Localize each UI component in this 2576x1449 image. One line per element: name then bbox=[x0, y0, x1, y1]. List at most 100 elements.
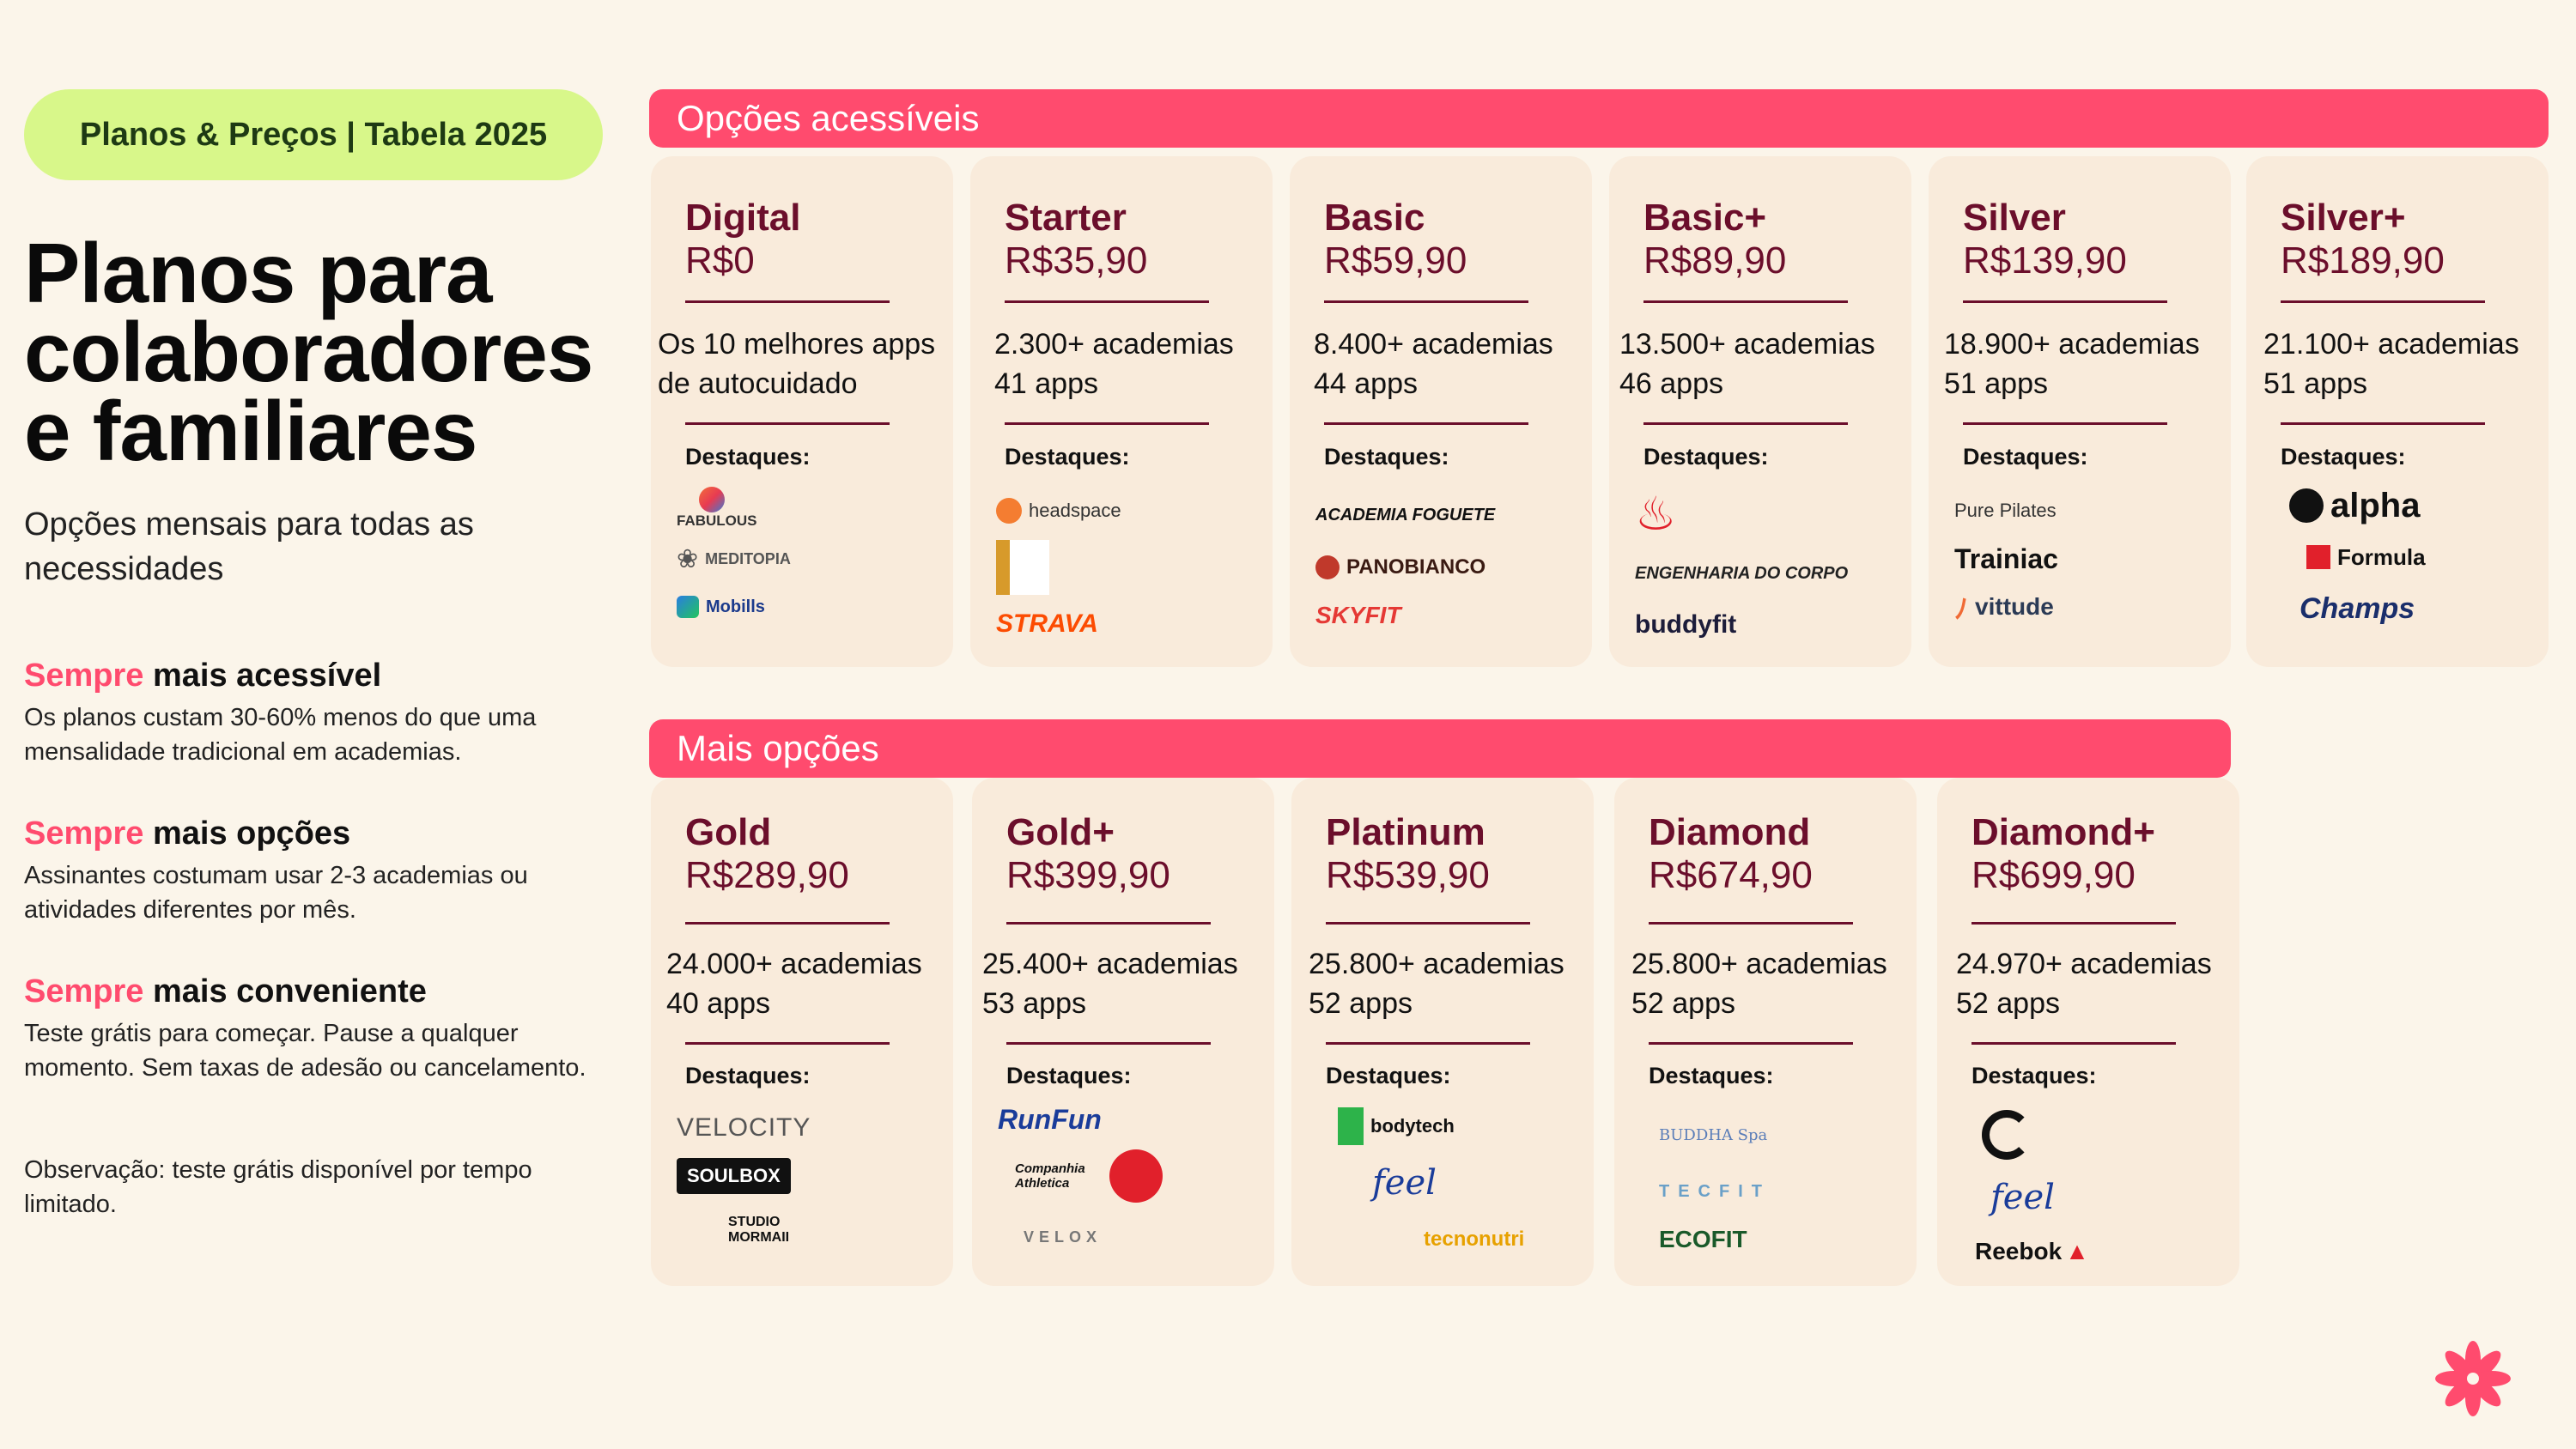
benefit-options: Sempre mais opções Assinantes costumam u… bbox=[24, 812, 608, 927]
strava-logo: STRAVA bbox=[996, 609, 1098, 638]
partner-logos: Pure Pilates Trainiac ﾉ vittude bbox=[1954, 487, 2214, 631]
plan-card-silver[interactable]: Silver R$139,90 18.900+ academias 51 apps… bbox=[1929, 156, 2231, 667]
velocity-logo: VELOCITY bbox=[677, 1113, 811, 1142]
divider bbox=[1006, 1042, 1211, 1045]
vittude-logo: ﾉ vittude bbox=[1954, 583, 2214, 631]
companhia-athletica-logo: Companhia Athletica bbox=[1015, 1143, 1257, 1209]
velox-logo: VELOX bbox=[1024, 1228, 1103, 1246]
benefit-heading: Sempre mais conveniente bbox=[24, 970, 608, 1013]
benefit-heading-rest: mais acessível bbox=[143, 658, 382, 694]
divider bbox=[1649, 922, 1853, 925]
highlights-label: Destaques: bbox=[2281, 444, 2406, 470]
partner-logos: alpha Formula Champs bbox=[2289, 478, 2531, 636]
desc-line-2: 41 apps bbox=[994, 367, 1098, 400]
headspace-icon bbox=[996, 498, 1022, 524]
plan-description: 25.800+ academias 52 apps bbox=[1309, 944, 1590, 1023]
benefit-convenient: Sempre mais conveniente Teste grátis par… bbox=[24, 970, 608, 1085]
buddha-spa-logo: BUDDHA Spa bbox=[1659, 1125, 1768, 1144]
fabulous-icon bbox=[699, 487, 725, 512]
plan-name: Starter bbox=[1005, 197, 1127, 239]
desc-line-2: 44 apps bbox=[1314, 367, 1418, 400]
plan-card-gold-plus[interactable]: Gold+ R$399,90 25.400+ academias 53 apps … bbox=[972, 778, 1274, 1286]
desc-line-1: 21.100+ academias bbox=[2263, 328, 2519, 361]
formula-icon bbox=[2306, 545, 2330, 569]
desc-line-1: Os 10 melhores apps bbox=[658, 328, 936, 361]
divider bbox=[685, 300, 890, 303]
panobianco-logo: PANOBIANCO bbox=[1315, 543, 1575, 591]
panobianco-icon bbox=[1315, 555, 1340, 579]
plan-card-basic[interactable]: Basic R$59,90 8.400+ academias 44 apps De… bbox=[1290, 156, 1592, 667]
divider bbox=[1326, 922, 1530, 925]
plan-price: R$35,90 bbox=[1005, 239, 1148, 282]
plan-card-silver-plus[interactable]: Silver+ R$189,90 21.100+ academias 51 app… bbox=[2246, 156, 2549, 667]
benefit-body: Teste grátis para começar. Pause a qualq… bbox=[24, 1020, 586, 1082]
divider bbox=[685, 1042, 890, 1045]
plans-prices-pill: Planos & Preços | Tabela 2025 bbox=[24, 89, 603, 180]
plan-description: 24.000+ academias 40 apps bbox=[666, 944, 950, 1023]
plan-description: 18.900+ academias 51 apps bbox=[1944, 324, 2227, 403]
bodytech-icon bbox=[1338, 1107, 1364, 1145]
ecofit-logo: ECOFIT bbox=[1659, 1226, 1747, 1252]
divider bbox=[2281, 422, 2485, 425]
champs-logo: Champs bbox=[2300, 591, 2415, 625]
runfun-logo: RunFun bbox=[998, 1103, 1102, 1135]
meditopia-logo: ❀ MEDITOPIA bbox=[677, 544, 791, 573]
reebok-delta-icon: ▲ bbox=[2065, 1238, 2089, 1264]
highlights-label: Destaques: bbox=[1963, 444, 2088, 470]
desc-line-1: 24.000+ academias bbox=[666, 948, 922, 980]
plan-description: 13.500+ academias 46 apps bbox=[1619, 324, 1908, 403]
section-affordable-bar: Opções acessíveis bbox=[649, 89, 2549, 148]
benefit-heading: Sempre mais acessível bbox=[24, 654, 608, 697]
c-ring-icon bbox=[1982, 1110, 2032, 1160]
benefit-accent: Sempre bbox=[24, 973, 144, 1009]
plan-description: 21.100+ academias 51 apps bbox=[2263, 324, 2545, 403]
plan-price: R$539,90 bbox=[1326, 854, 1490, 896]
reebok-logo: Reebok ▲ bbox=[1975, 1238, 2089, 1264]
soulbox-logo: SOULBOX bbox=[677, 1152, 936, 1200]
partner-logos: FABULOUS ❀ MEDITOPIA Mobills bbox=[677, 487, 936, 631]
pure-pilates-logo: Pure Pilates bbox=[1954, 500, 2057, 521]
skyfit-logo: SKYFIT bbox=[1315, 602, 1401, 628]
plan-description: 25.800+ academias 52 apps bbox=[1631, 944, 1913, 1023]
divider bbox=[1971, 922, 2176, 925]
flame-icon: ♨ bbox=[1635, 488, 1677, 540]
plan-card-basic-plus[interactable]: Basic+ R$89,90 13.500+ academias 46 apps … bbox=[1609, 156, 1911, 667]
plan-description: Os 10 melhores apps de autocuidado bbox=[658, 324, 950, 403]
plan-name: Platinum bbox=[1326, 811, 1485, 853]
formula-logo: Formula bbox=[2306, 533, 2531, 581]
plan-price: R$399,90 bbox=[1006, 854, 1170, 896]
desc-line-1: 24.970+ academias bbox=[1956, 948, 2212, 980]
plan-price: R$89,90 bbox=[1643, 239, 1787, 282]
highlights-label: Destaques: bbox=[685, 444, 811, 470]
plan-card-starter[interactable]: Starter R$35,90 2.300+ academias 41 apps … bbox=[970, 156, 1273, 667]
plan-card-diamond[interactable]: Diamond R$674,90 25.800+ academias 52 app… bbox=[1614, 778, 1917, 1286]
headspace-logo: headspace bbox=[996, 487, 1255, 535]
divider bbox=[1963, 300, 2167, 303]
plan-name: Digital bbox=[685, 197, 801, 239]
plan-card-gold[interactable]: Gold R$289,90 24.000+ academias 40 apps D… bbox=[651, 778, 953, 1286]
divider bbox=[1005, 300, 1209, 303]
plan-price: R$0 bbox=[685, 239, 755, 282]
divider bbox=[1643, 300, 1848, 303]
benefit-heading-rest: mais opções bbox=[143, 815, 351, 852]
highlights-label: Destaques: bbox=[1324, 444, 1449, 470]
plan-card-diamond-plus[interactable]: Diamond+ R$699,90 24.970+ academias 52 ap… bbox=[1937, 778, 2239, 1286]
plan-card-digital[interactable]: Digital R$0 Os 10 melhores apps de autocu… bbox=[651, 156, 953, 667]
desc-line-2: 51 apps bbox=[1944, 367, 2048, 400]
foguete-logo: ACADEMIA FOGUETE bbox=[1315, 505, 1496, 524]
desc-line-1: 25.800+ academias bbox=[1309, 948, 1564, 980]
page-title: Planos para colaboradores e familiares bbox=[24, 231, 625, 478]
engenharia-do-corpo-logo: ENGENHARIA DO CORPO bbox=[1635, 563, 1849, 583]
title-line-3: e familiares bbox=[24, 384, 477, 478]
divider bbox=[1326, 1042, 1530, 1045]
benefit-heading: Sempre mais opções bbox=[24, 812, 608, 855]
divider bbox=[1324, 422, 1528, 425]
highlights-label: Destaques: bbox=[1643, 444, 1769, 470]
section-more-bar: Mais opções bbox=[649, 719, 2231, 778]
tecfit-logo: TECFIT bbox=[1659, 1181, 1771, 1201]
alpha-icon bbox=[2289, 488, 2324, 523]
partner-logos: bodytech feel tecnonutri bbox=[1338, 1102, 1577, 1264]
divider bbox=[685, 922, 890, 925]
plan-card-platinum[interactable]: Platinum R$539,90 25.800+ academias 52 ap… bbox=[1291, 778, 1594, 1286]
desc-line-2: 46 apps bbox=[1619, 367, 1723, 400]
